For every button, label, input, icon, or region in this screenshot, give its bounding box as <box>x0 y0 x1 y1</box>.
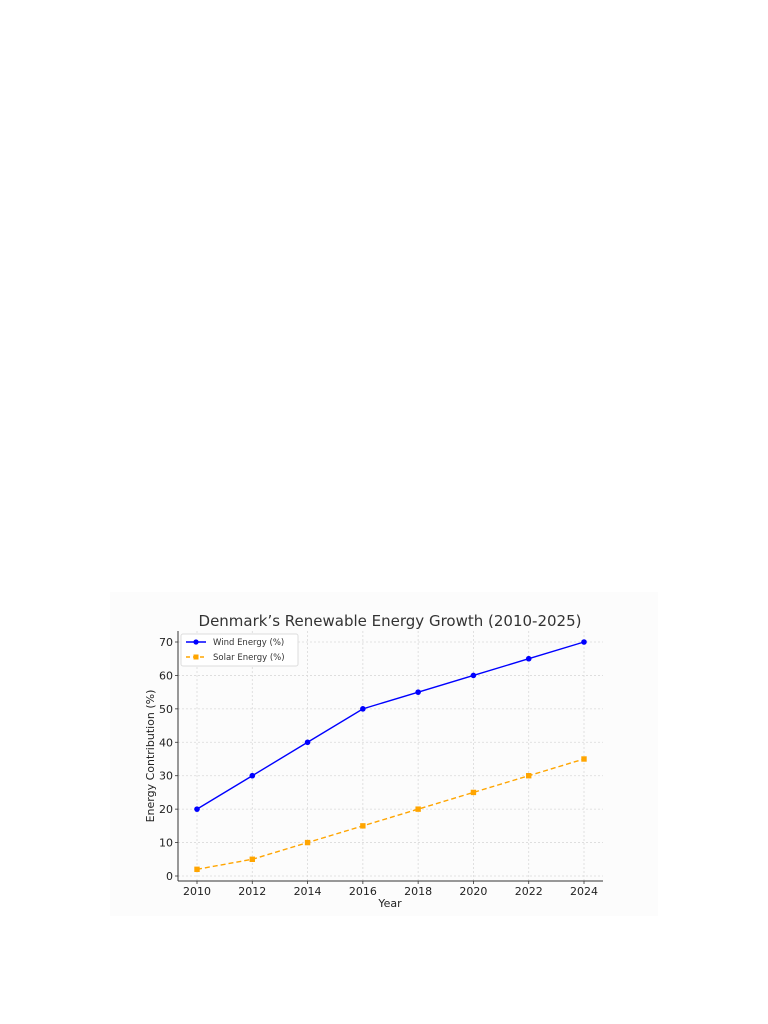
data-point <box>470 672 477 679</box>
data-point <box>249 856 255 862</box>
data-point <box>360 706 366 712</box>
x-tick-label: 2022 <box>515 885 543 898</box>
data-point <box>525 655 532 662</box>
y-tick-label: 0 <box>166 870 173 883</box>
y-tick-label: 60 <box>159 669 173 682</box>
data-point <box>194 806 200 812</box>
legend: Wind Energy (%) Solar Energy (%) <box>180 633 299 667</box>
x-tick-label: 2020 <box>459 885 487 898</box>
x-tick-label: 2012 <box>238 885 266 898</box>
data-point <box>415 689 421 695</box>
y-tick-label: 30 <box>159 770 173 783</box>
x-tick-label: 2016 <box>349 885 377 898</box>
data-point <box>304 739 311 746</box>
tick-labels: 2010 2012 2014 2016 2018 2020 2022 2024 0 10 20 30 4… <box>159 636 598 898</box>
x-tick-label: 2014 <box>294 885 322 898</box>
y-tick-label: 10 <box>159 837 173 850</box>
y-tick-label: 40 <box>159 736 173 749</box>
x-tick-label: 2018 <box>404 885 432 898</box>
data-point <box>249 772 256 779</box>
wind-line <box>196 641 585 810</box>
y-axis-label: Energy Contribution (%) <box>144 690 157 823</box>
x-tick-label: 2010 <box>183 885 211 898</box>
legend-label: Solar Energy (%) <box>213 653 285 663</box>
data-point <box>470 789 477 796</box>
solar-line <box>196 758 585 871</box>
y-tick-label: 20 <box>159 803 173 816</box>
data-point <box>581 756 587 762</box>
data-point <box>194 866 200 873</box>
axes <box>177 631 603 882</box>
x-axis-label: Year <box>377 897 402 910</box>
data-point <box>415 806 421 812</box>
y-tick-label: 70 <box>159 636 173 649</box>
legend-label: Wind Energy (%) <box>213 638 284 648</box>
data-point <box>304 839 311 846</box>
chart-title: Denmark’s Renewable Energy Growth (2010-… <box>199 612 582 630</box>
y-tick-label: 50 <box>159 703 173 716</box>
x-tick-label: 2024 <box>570 885 598 898</box>
data-point <box>526 773 532 779</box>
data-point <box>360 823 366 829</box>
data-point <box>581 639 587 645</box>
series-lines <box>194 639 587 873</box>
grid <box>178 631 603 881</box>
